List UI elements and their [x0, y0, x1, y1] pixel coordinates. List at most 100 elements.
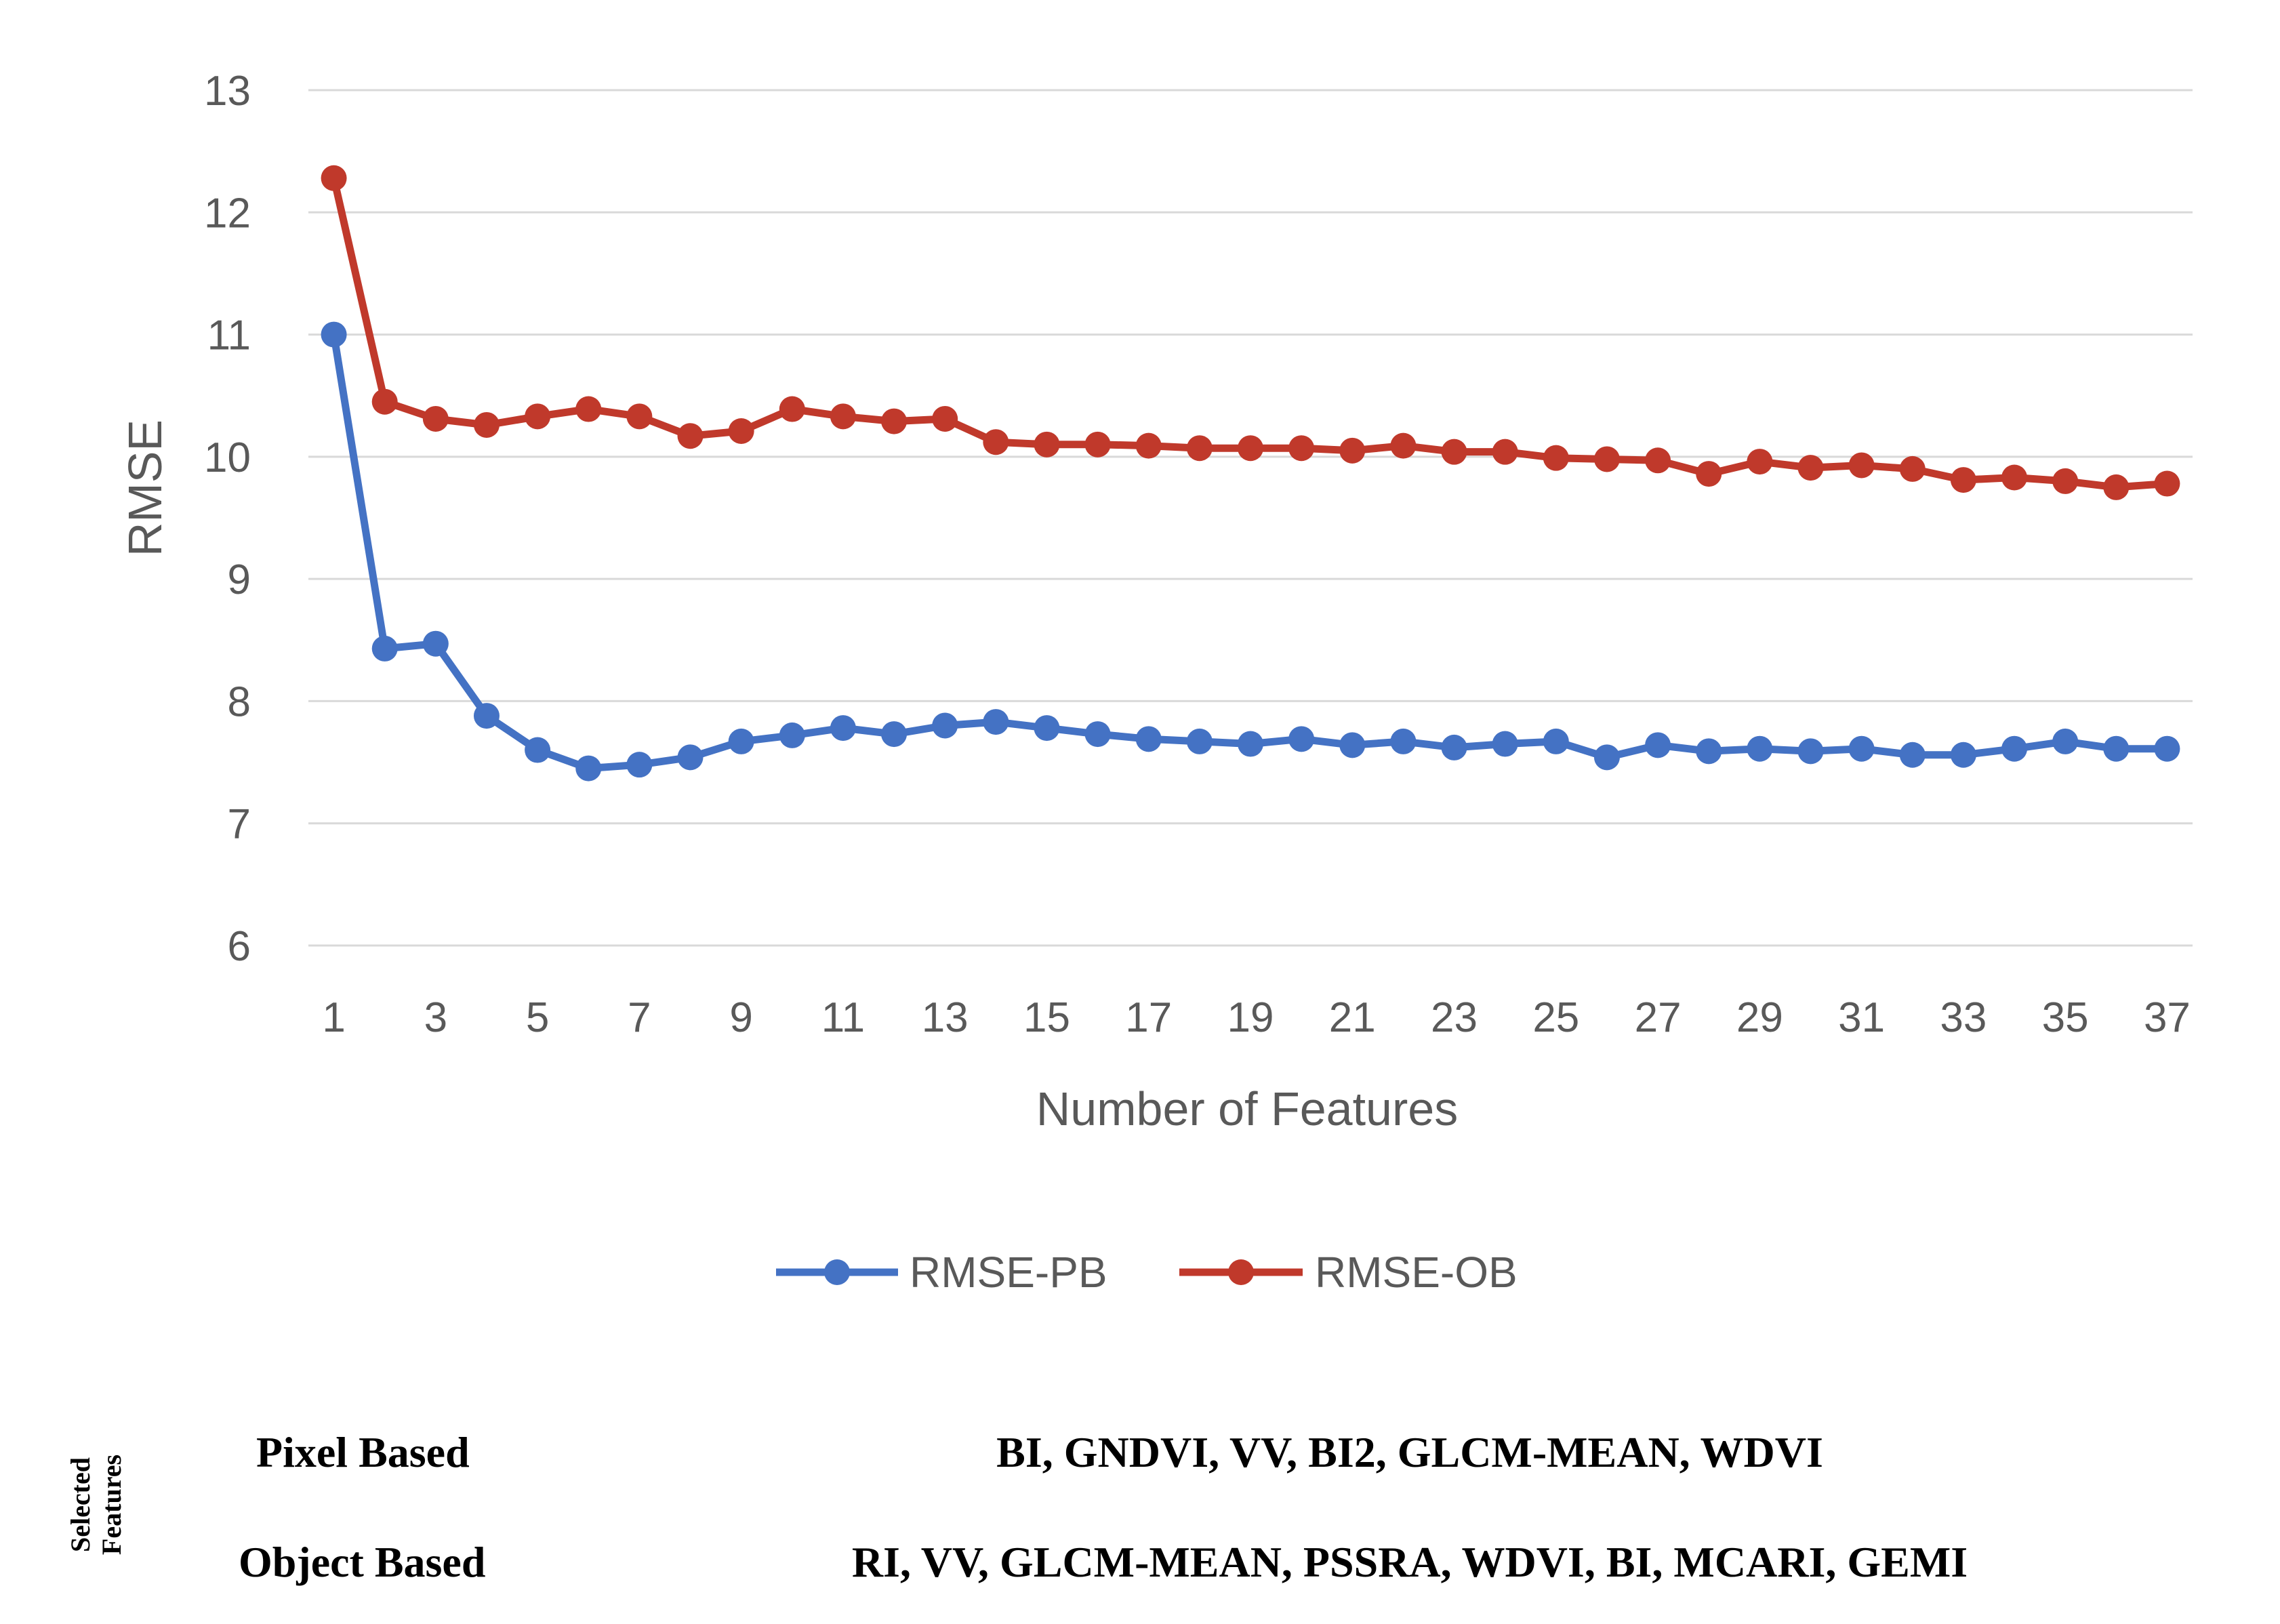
data-point-rmse-ob — [830, 403, 856, 430]
y-tick-label: 7 — [228, 801, 251, 848]
data-point-rmse-pb — [525, 737, 551, 763]
x-tick-label: 11 — [821, 994, 865, 1041]
data-point-rmse-ob — [932, 405, 958, 432]
y-axis-title: RMSE — [119, 420, 171, 556]
y-tick-label: 9 — [228, 556, 251, 603]
x-axis-ticks: 1 3 5 7 9 11 13 15 17 19 21 23 25 27 29 31 33 35 37 — [322, 994, 2191, 1041]
data-point-rmse-ob — [1084, 431, 1111, 458]
x-tick-label: 19 — [1227, 994, 1274, 1041]
data-point-rmse-ob — [1645, 447, 1671, 474]
x-tick-label: 17 — [1125, 994, 1172, 1041]
data-point-rmse-ob — [1441, 439, 1467, 465]
data-point-rmse-ob — [677, 423, 704, 449]
data-point-rmse-ob — [1390, 432, 1417, 459]
data-point-rmse-pb — [1848, 735, 1875, 762]
data-point-rmse-ob — [371, 388, 398, 415]
data-point-rmse-pb — [575, 755, 602, 781]
data-point-rmse-pb — [2103, 735, 2130, 762]
x-tick-label: 25 — [1532, 994, 1579, 1041]
data-point-rmse-pb — [321, 321, 347, 348]
x-tick-label: 29 — [1736, 994, 1783, 1041]
y-axis-ticks: 6 7 8 9 10 11 12 13 — [204, 68, 251, 970]
data-point-rmse-pb — [1084, 721, 1111, 748]
x-tick-label: 23 — [1431, 994, 1478, 1041]
x-tick-label: 31 — [1838, 994, 1885, 1041]
data-point-rmse-ob — [1543, 445, 1569, 471]
data-point-rmse-pb — [779, 722, 805, 748]
data-point-rmse-pb — [422, 630, 449, 657]
data-point-rmse-pb — [932, 712, 958, 739]
x-tick-label: 35 — [2042, 994, 2089, 1041]
data-point-rmse-pb — [473, 703, 500, 729]
data-point-rmse-ob — [473, 411, 500, 438]
x-tick-label: 9 — [729, 994, 752, 1041]
series-rmse-pb — [321, 321, 2180, 781]
selected-features-heading: Selected Features — [65, 1423, 133, 1586]
x-tick-label: 13 — [922, 994, 969, 1041]
data-point-rmse-pb — [830, 715, 856, 742]
data-point-rmse-pb — [1186, 728, 1213, 754]
data-point-rmse-ob — [1288, 435, 1315, 462]
y-tick-label: 13 — [204, 68, 251, 115]
data-point-rmse-ob — [1492, 439, 1518, 465]
y-tick-label: 10 — [204, 434, 251, 481]
x-tick-label: 27 — [1635, 994, 1682, 1041]
data-point-rmse-ob — [1593, 446, 1620, 472]
data-point-rmse-ob — [1186, 435, 1213, 462]
data-point-rmse-pb — [1797, 738, 1824, 765]
data-point-rmse-pb — [1950, 742, 1976, 768]
data-point-rmse-pb — [371, 635, 398, 662]
data-point-rmse-pb — [1645, 732, 1671, 758]
x-tick-label: 15 — [1023, 994, 1070, 1041]
data-point-rmse-ob — [2154, 470, 2180, 497]
data-point-rmse-pb — [1238, 731, 1263, 757]
data-point-rmse-ob — [983, 429, 1009, 455]
data-point-rmse-ob — [422, 405, 449, 432]
data-point-rmse-ob — [1034, 431, 1060, 458]
data-point-rmse-ob — [1848, 452, 1875, 479]
data-point-rmse-pb — [881, 721, 908, 748]
data-point-rmse-pb — [1593, 744, 1620, 771]
data-point-rmse-pb — [1288, 726, 1315, 752]
data-point-rmse-pb — [626, 752, 653, 778]
x-tick-label: 33 — [1940, 994, 1987, 1041]
pixel-based-label: Pixel Based — [256, 1428, 470, 1476]
data-point-rmse-pb — [1747, 735, 1773, 762]
data-point-rmse-ob — [2103, 474, 2130, 500]
data-point-rmse-pb — [1339, 732, 1366, 758]
data-point-rmse-pb — [728, 728, 754, 754]
heading-line-1: Selected — [65, 1457, 96, 1552]
data-point-rmse-ob — [321, 165, 347, 191]
object-based-features: RI, VV, GLCM-MEAN, PSSRA, WDVI, BI, MCAR… — [851, 1538, 1968, 1586]
gridlines — [308, 89, 2193, 947]
x-tick-label: 21 — [1329, 994, 1376, 1041]
legend: RMSE-PB RMSE-OB — [776, 1248, 1518, 1297]
data-point-rmse-pb — [2001, 735, 2028, 762]
selected-features-table: Selected Features Pixel Based BI, GNDVI,… — [0, 1389, 2280, 1624]
data-point-rmse-pb — [1492, 731, 1518, 757]
series — [321, 165, 2180, 781]
data-point-rmse-pb — [1543, 728, 1569, 754]
data-point-rmse-pb — [1390, 728, 1417, 754]
heading-line-2: Features — [96, 1454, 127, 1556]
series-rmse-ob — [321, 165, 2180, 500]
x-tick-label: 5 — [526, 994, 549, 1041]
data-point-rmse-ob — [2052, 468, 2079, 494]
data-point-rmse-ob — [881, 408, 908, 434]
data-point-rmse-ob — [525, 403, 551, 430]
data-point-rmse-pb — [1441, 734, 1467, 760]
data-point-rmse-ob — [728, 418, 754, 444]
data-point-rmse-pb — [2154, 735, 2180, 762]
x-tick-label: 3 — [424, 994, 447, 1041]
data-point-rmse-ob — [1135, 432, 1162, 459]
legend-label-rmse-pb: RMSE-PB — [910, 1248, 1107, 1297]
data-point-rmse-ob — [1950, 467, 1976, 493]
data-point-rmse-pb — [677, 744, 704, 771]
data-point-rmse-ob — [2001, 464, 2028, 491]
data-point-rmse-pb — [1899, 742, 1926, 768]
object-based-label: Object Based — [239, 1538, 486, 1586]
data-point-rmse-ob — [779, 396, 805, 422]
data-point-rmse-ob — [1899, 455, 1926, 482]
data-point-rmse-pb — [1034, 715, 1060, 742]
pixel-based-features: BI, GNDVI, VV, BI2, GLCM-MEAN, WDVI — [996, 1428, 1823, 1476]
